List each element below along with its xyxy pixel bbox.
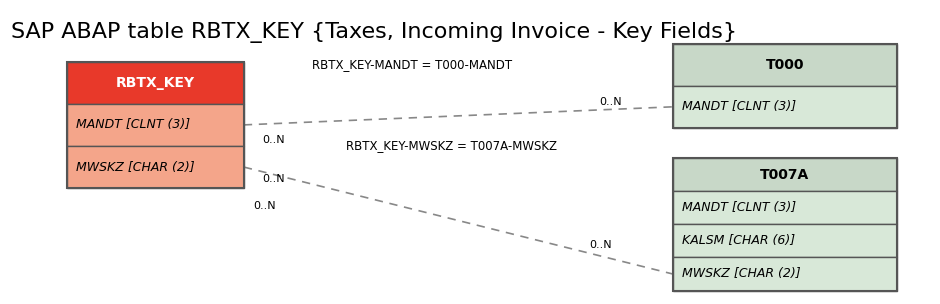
FancyBboxPatch shape xyxy=(673,191,897,224)
FancyBboxPatch shape xyxy=(67,62,243,104)
Text: 0..N: 0..N xyxy=(599,97,621,107)
Text: 0..N: 0..N xyxy=(262,174,285,184)
FancyBboxPatch shape xyxy=(673,158,897,191)
Text: T000: T000 xyxy=(765,58,804,72)
FancyBboxPatch shape xyxy=(673,224,897,257)
Text: MWSKZ [CHAR (2)]: MWSKZ [CHAR (2)] xyxy=(76,161,195,174)
Text: 0..N: 0..N xyxy=(253,201,275,211)
FancyBboxPatch shape xyxy=(673,86,897,128)
Text: RBTX_KEY: RBTX_KEY xyxy=(116,76,195,90)
Text: 0..N: 0..N xyxy=(589,240,612,250)
Text: SAP ABAP table RBTX_KEY {Taxes, Incoming Invoice - Key Fields}: SAP ABAP table RBTX_KEY {Taxes, Incoming… xyxy=(10,22,737,43)
Text: RBTX_KEY-MWSKZ = T007A-MWSKZ: RBTX_KEY-MWSKZ = T007A-MWSKZ xyxy=(347,139,557,152)
FancyBboxPatch shape xyxy=(673,257,897,291)
Text: T007A: T007A xyxy=(760,168,809,181)
Text: KALSM [CHAR (6)]: KALSM [CHAR (6)] xyxy=(682,234,795,247)
Text: MANDT [CLNT (3)]: MANDT [CLNT (3)] xyxy=(76,118,190,131)
FancyBboxPatch shape xyxy=(67,146,243,188)
Text: MWSKZ [CHAR (2)]: MWSKZ [CHAR (2)] xyxy=(682,268,801,281)
FancyBboxPatch shape xyxy=(67,104,243,146)
Text: MANDT [CLNT (3)]: MANDT [CLNT (3)] xyxy=(682,100,796,113)
Text: MANDT [CLNT (3)]: MANDT [CLNT (3)] xyxy=(682,201,796,214)
FancyBboxPatch shape xyxy=(673,43,897,86)
Text: RBTX_KEY-MANDT = T000-MANDT: RBTX_KEY-MANDT = T000-MANDT xyxy=(311,58,511,71)
Text: 0..N: 0..N xyxy=(262,135,285,145)
